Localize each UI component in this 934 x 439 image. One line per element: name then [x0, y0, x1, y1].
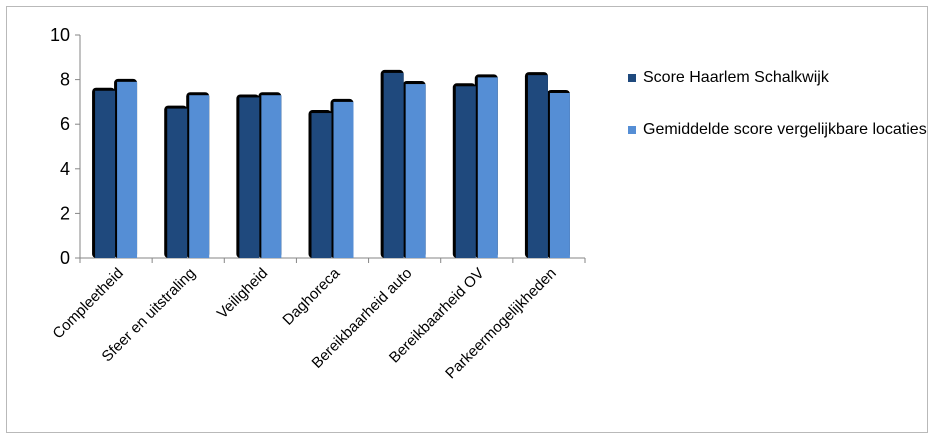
- legend-label-series-1: Score Haarlem Schalkwijk: [643, 69, 829, 86]
- y-tick-label-5: 10: [50, 25, 70, 45]
- bar-series-2-2: [261, 95, 282, 259]
- bar-series-2-3: [333, 101, 354, 259]
- bar-series-1-5: [455, 86, 476, 258]
- bar-series-1-3: [311, 113, 332, 258]
- x-tick-label-2: Veiligheid: [214, 265, 271, 322]
- y-tick-label-2: 4: [60, 159, 70, 179]
- bar-series-1-2: [239, 97, 260, 258]
- bar-series-2-1: [189, 95, 210, 259]
- x-tick-label-0: Compleetheid: [49, 265, 126, 342]
- legend-swatch-series-2: [628, 126, 636, 134]
- bar-series-2-4: [405, 84, 426, 258]
- y-tick-label-4: 8: [60, 70, 70, 90]
- bar-series-1-6: [527, 75, 548, 258]
- x-tick-label-3: Daghoreca: [279, 264, 343, 328]
- y-tick-label-0: 0: [60, 248, 70, 268]
- bar-series-2-6: [549, 92, 570, 258]
- y-tick-label-3: 6: [60, 114, 70, 134]
- legend-label-series-2: Gemiddelde score vergelijkbare locaties: [643, 121, 927, 138]
- bar-series-1-0: [95, 90, 116, 258]
- y-tick-label-1: 2: [60, 203, 70, 223]
- chart-axes: [75, 34, 586, 263]
- legend-swatch-series-1: [628, 74, 636, 82]
- bar-series-2-5: [477, 77, 498, 259]
- bar-series-2-0: [117, 81, 138, 258]
- bar-series-1-4: [383, 72, 404, 258]
- bar-series-1-1: [167, 108, 188, 258]
- chart-bars: [92, 69, 570, 259]
